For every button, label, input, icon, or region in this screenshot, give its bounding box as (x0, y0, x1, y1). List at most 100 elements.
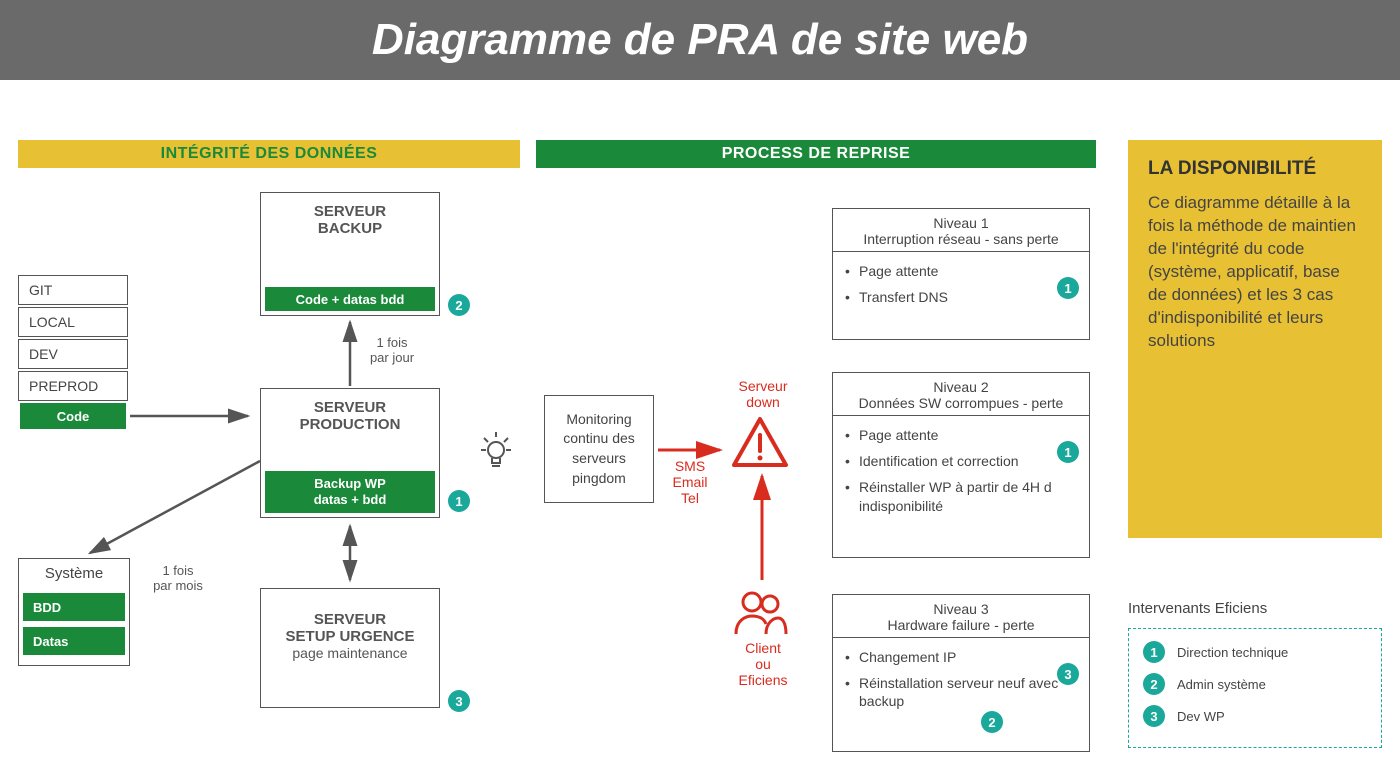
systeme-bdd-label: BDD (33, 600, 61, 615)
niveau-1-num: Niveau 1 (841, 215, 1081, 231)
monitoring-l2: continu des (563, 429, 635, 449)
env-local: LOCAL (18, 307, 128, 337)
legend-row-3: 3 Dev WP (1143, 705, 1367, 727)
warning-icon (730, 415, 790, 474)
availability-panel: LA DISPONIBILITÉ Ce diagramme détaille à… (1128, 140, 1382, 538)
legend-badge-1: 1 (1143, 641, 1165, 663)
arrow-client-alert (754, 472, 770, 582)
client-label: Client ou Eficiens (728, 640, 798, 688)
niveau-3-badge-b: 2 (981, 711, 1003, 733)
arrow-env-to-prod (130, 408, 256, 424)
niveau-1-badge: 1 (1057, 277, 1079, 299)
niveau-2-item-1: Identification et correction (845, 452, 1077, 470)
page-title-bar: Diagramme de PRA de site web (0, 0, 1400, 80)
env-preprod-label: PREPROD (29, 378, 98, 394)
server-prod-badge-num: 1 (455, 494, 462, 509)
niveau-3-header: Niveau 3 Hardware failure - perte (833, 595, 1089, 638)
niveau-2-header: Niveau 2 Données SW corrompues - perte (833, 373, 1089, 416)
server-urgency-sub: page maintenance (261, 645, 439, 661)
niveau-2-item-0: Page attente (845, 426, 1077, 444)
niveau-3-sub: Hardware failure - perte (841, 617, 1081, 633)
niveau-1-badge-n: 1 (1064, 281, 1071, 296)
monitoring-box: Monitoring continu des serveurs pingdom (544, 395, 654, 503)
niveau-3-badge-a-n: 3 (1064, 667, 1071, 682)
section-integrity-header: INTÉGRITÉ DES DONNÉES (18, 140, 520, 168)
legend-row-2: 2 Admin système (1143, 673, 1367, 695)
legend-label-3: Dev WP (1177, 709, 1225, 724)
niveau-3-badge-b-n: 2 (988, 715, 995, 730)
niveau-3-box: Niveau 3 Hardware failure - perte Change… (832, 594, 1090, 752)
legend-badge-3-n: 3 (1150, 709, 1157, 724)
server-prod-box: SERVEUR PRODUCTION Backup WP datas + bdd (260, 388, 440, 518)
niveau-3-num: Niveau 3 (841, 601, 1081, 617)
niveau-2-body: Page attente Identification et correctio… (833, 416, 1089, 533)
people-icon (730, 588, 790, 643)
server-backup-badge: 2 (448, 294, 470, 316)
arrow-prod-to-systeme (80, 455, 280, 575)
arrow-prod-to-backup (342, 318, 358, 388)
env-git: GIT (18, 275, 128, 305)
availability-text: Ce diagramme détaille à la fois la métho… (1148, 192, 1362, 353)
niveau-3-item-1: Réinstallation serveur neuf avec backup (845, 674, 1077, 710)
monitoring-l3: serveurs (572, 449, 626, 469)
server-prod-badge: 1 (448, 490, 470, 512)
arrow-prod-urgency (342, 520, 358, 586)
legend-box: 1 Direction technique 2 Admin système 3 … (1128, 628, 1382, 748)
env-preprod: PREPROD (18, 371, 128, 401)
legend-badge-2-n: 2 (1150, 677, 1157, 692)
env-local-label: LOCAL (29, 314, 75, 330)
env-dev-label: DEV (29, 346, 58, 362)
availability-title: LA DISPONIBILITÉ (1148, 158, 1362, 180)
niveau-2-badge-n: 1 (1064, 445, 1071, 460)
env-git-label: GIT (29, 282, 52, 298)
niveau-1-item-0: Page attente (845, 262, 1077, 280)
page-title: Diagramme de PRA de site web (372, 15, 1028, 65)
server-urgency-badge: 3 (448, 690, 470, 712)
systeme-datas: Datas (23, 627, 125, 655)
server-backup-title2: BACKUP (261, 220, 439, 237)
server-backup-badge-num: 2 (455, 298, 462, 313)
legend-title: Intervenants Eficiens (1128, 600, 1267, 617)
server-backup-bar-label: Code + datas bdd (296, 292, 405, 307)
section-recovery-header: PROCESS DE REPRISE (536, 140, 1096, 168)
server-backup-bar: Code + datas bdd (265, 287, 435, 311)
monitoring-l4: pingdom (572, 469, 626, 489)
systeme-bdd: BDD (23, 593, 125, 621)
env-dev: DEV (18, 339, 128, 369)
systeme-datas-label: Datas (33, 634, 68, 649)
server-prod-bar1: Backup WP (314, 476, 386, 492)
server-backup-title1: SERVEUR (261, 203, 439, 220)
niveau-1-body: Page attente Transfert DNS (833, 252, 1089, 324)
server-urgency-box: SERVEUR SETUP URGENCE page maintenance (260, 588, 440, 708)
lightbulb-icon (478, 430, 514, 475)
server-urgency-title1: SERVEUR (261, 611, 439, 628)
legend-badge-2: 2 (1143, 673, 1165, 695)
server-down-label: Serveur down (728, 378, 798, 410)
env-code-label: Code (57, 409, 90, 424)
section-recovery-label: PROCESS DE REPRISE (722, 145, 911, 163)
freq-daily: 1 fois par jour (362, 335, 422, 365)
server-prod-bar2: datas + bdd (314, 492, 387, 508)
legend-label-1: Direction technique (1177, 645, 1288, 660)
server-prod-bar: Backup WP datas + bdd (265, 471, 435, 513)
server-backup-box: SERVEUR BACKUP Code + datas bdd (260, 192, 440, 316)
niveau-3-item-0: Changement IP (845, 648, 1077, 666)
niveau-2-sub: Données SW corrompues - perte (841, 395, 1081, 411)
niveau-1-sub: Interruption réseau - sans perte (841, 231, 1081, 247)
legend-label-2: Admin système (1177, 677, 1266, 692)
server-urgency-title2: SETUP URGENCE (261, 628, 439, 645)
niveau-1-item-1: Transfert DNS (845, 288, 1077, 306)
monitoring-l1: Monitoring (566, 410, 631, 430)
alert-channels: SMS Email Tel (660, 458, 720, 506)
niveau-3-badge-a: 3 (1057, 663, 1079, 685)
server-urgency-badge-num: 3 (455, 694, 462, 709)
niveau-2-item-2: Réinstaller WP à partir de 4H d indispon… (845, 478, 1077, 514)
server-prod-title2: PRODUCTION (261, 416, 439, 433)
env-code-bar: Code (20, 403, 126, 429)
legend-badge-1-n: 1 (1150, 645, 1157, 660)
legend-badge-3: 3 (1143, 705, 1165, 727)
arrow-monitoring-alert (658, 442, 728, 458)
niveau-2-box: Niveau 2 Données SW corrompues - perte P… (832, 372, 1090, 558)
legend-row-1: 1 Direction technique (1143, 641, 1367, 663)
niveau-3-body: Changement IP Réinstallation serveur neu… (833, 638, 1089, 729)
